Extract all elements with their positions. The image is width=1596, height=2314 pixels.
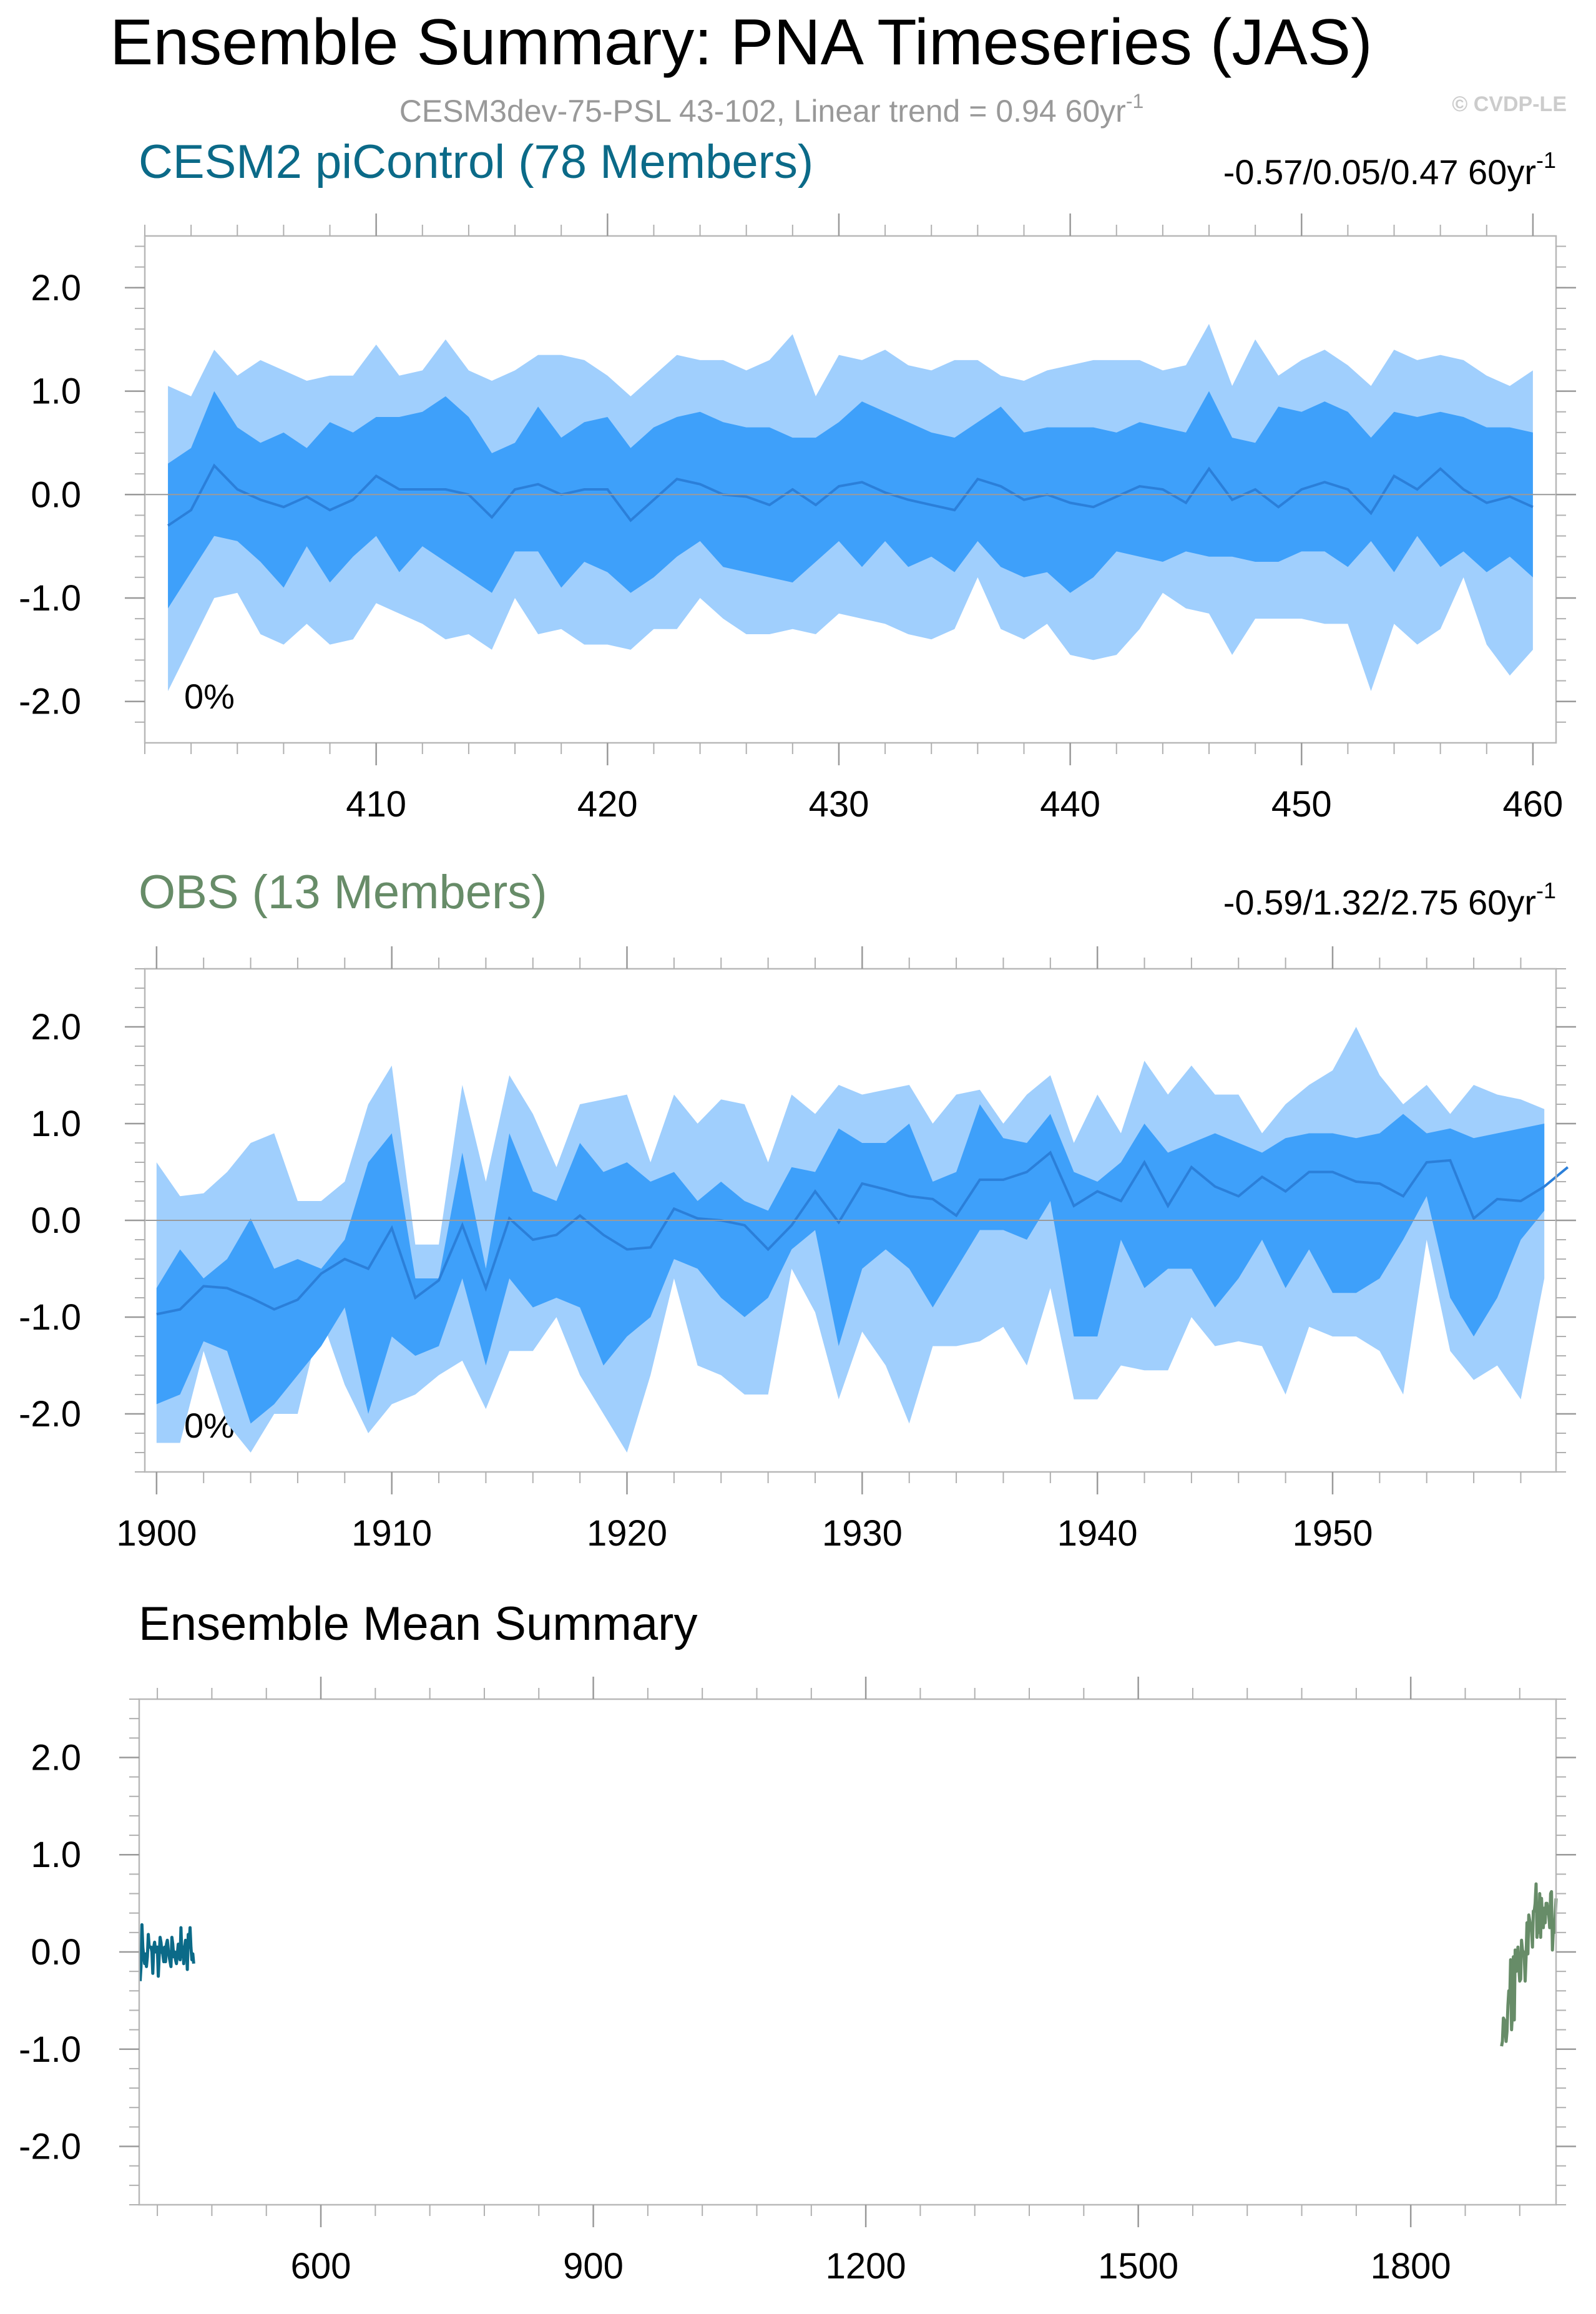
obs-inner-band	[156, 1104, 1545, 1424]
cesm-x-tick-label: 430	[809, 784, 869, 825]
cesm-y-tick-label: 1.0	[31, 371, 81, 412]
obs-plot-area	[145, 1027, 1569, 1453]
mean-x-tick-label: 1200	[826, 2246, 906, 2287]
cesm-trend-text: -0.57/0.05/0.47 60yr	[1223, 152, 1536, 192]
obs-x-tick-label: 1930	[822, 1513, 903, 1554]
cesm-axes-frame	[144, 235, 1557, 744]
cesm-trend-sup: -1	[1536, 147, 1556, 173]
obs-y-tick-label: 2.0	[31, 1007, 81, 1047]
subtitle-sup: -1	[1126, 90, 1143, 112]
cesm-percent-label: 0%	[184, 677, 235, 716]
cesm-mean-line	[167, 463, 1534, 527]
mean-obs_mean-line	[1500, 1882, 1558, 2047]
cesm-panel: CESM2 piControl (78 Members) -0.57/0.05/…	[19, 135, 1576, 825]
mean-axes-frame	[138, 1698, 1557, 2206]
cesm-x-tick-label: 460	[1503, 784, 1564, 825]
mean-cesm_mean-line	[139, 1923, 195, 1981]
obs-y-tick-label: 1.0	[31, 1104, 81, 1144]
cesm-plot-area	[145, 323, 1556, 692]
main-title: Ensemble Summary: PNA Timeseries (JAS)	[110, 6, 1373, 79]
cesm-x-tick-label: 410	[346, 784, 406, 825]
cesm-x-tick-label: 420	[577, 784, 638, 825]
mean-y-tick-label: 2.0	[31, 1737, 81, 1778]
obs-trend-label: -0.59/1.32/2.75 60yr-1	[1223, 878, 1556, 922]
cesm-trend-label: -0.57/0.05/0.47 60yr-1	[1223, 147, 1556, 192]
mean-y-tick-label: -1.0	[19, 2029, 81, 2070]
cesm-inner-band	[168, 391, 1533, 609]
obs-y-tick-label: -1.0	[19, 1297, 81, 1338]
cesm-y-tick-label: 2.0	[31, 268, 81, 308]
mean-plot-area	[139, 1882, 1558, 2047]
mean-x-tick-label: 600	[291, 2246, 351, 2287]
cesm-x-tick-label: 440	[1040, 784, 1100, 825]
mean-panel: Ensemble Mean Summary 2.0 1.0 0.0 -1.0 -2.0 6…	[19, 1597, 1576, 2287]
cesm-panel-title: CESM2 piControl (78 Members)	[139, 135, 813, 189]
obs-x-tick-label: 1900	[116, 1513, 197, 1554]
obs-mean-line	[156, 1150, 1569, 1316]
subtitle: CESM3dev-75-PSL 43-102, Linear trend = 0…	[399, 90, 1144, 129]
subtitle-text: CESM3dev-75-PSL 43-102, Linear trend = 0…	[399, 94, 1126, 129]
mean-panel-title: Ensemble Mean Summary	[139, 1597, 697, 1650]
obs-panel-title: OBS (13 Members)	[139, 866, 547, 919]
mean-x-tick-label: 900	[563, 2246, 624, 2287]
mean-y-tick-label: -2.0	[19, 2127, 81, 2167]
mean-x-tick-label: 1800	[1371, 2246, 1451, 2287]
obs-y-tick-label: -2.0	[19, 1394, 81, 1434]
obs-x-tick-label: 1940	[1057, 1513, 1138, 1554]
cesm-y-tick-label: -1.0	[19, 578, 81, 619]
obs-trend-sup: -1	[1536, 878, 1556, 903]
obs-trend-text: -0.59/1.32/2.75 60yr	[1223, 883, 1536, 922]
cesm-y-tick-label: -2.0	[19, 682, 81, 722]
obs-panel: OBS (13 Members) -0.59/1.32/2.75 60yr-1 …	[19, 866, 1576, 1554]
watermark: © CVDP-LE	[1452, 92, 1567, 116]
cesm-x-tick-label: 450	[1271, 784, 1332, 825]
mean-y-tick-label: 0.0	[31, 1932, 81, 1973]
cesm-y-tick-label: 0.0	[31, 474, 81, 515]
mean-y-tick-label: 1.0	[31, 1835, 81, 1875]
obs-x-tick-label: 1950	[1292, 1513, 1373, 1554]
obs-x-tick-label: 1910	[351, 1513, 432, 1554]
mean-x-tick-label: 1500	[1098, 2246, 1178, 2287]
obs-x-tick-label: 1920	[587, 1513, 667, 1554]
obs-y-tick-label: 0.0	[31, 1200, 81, 1241]
